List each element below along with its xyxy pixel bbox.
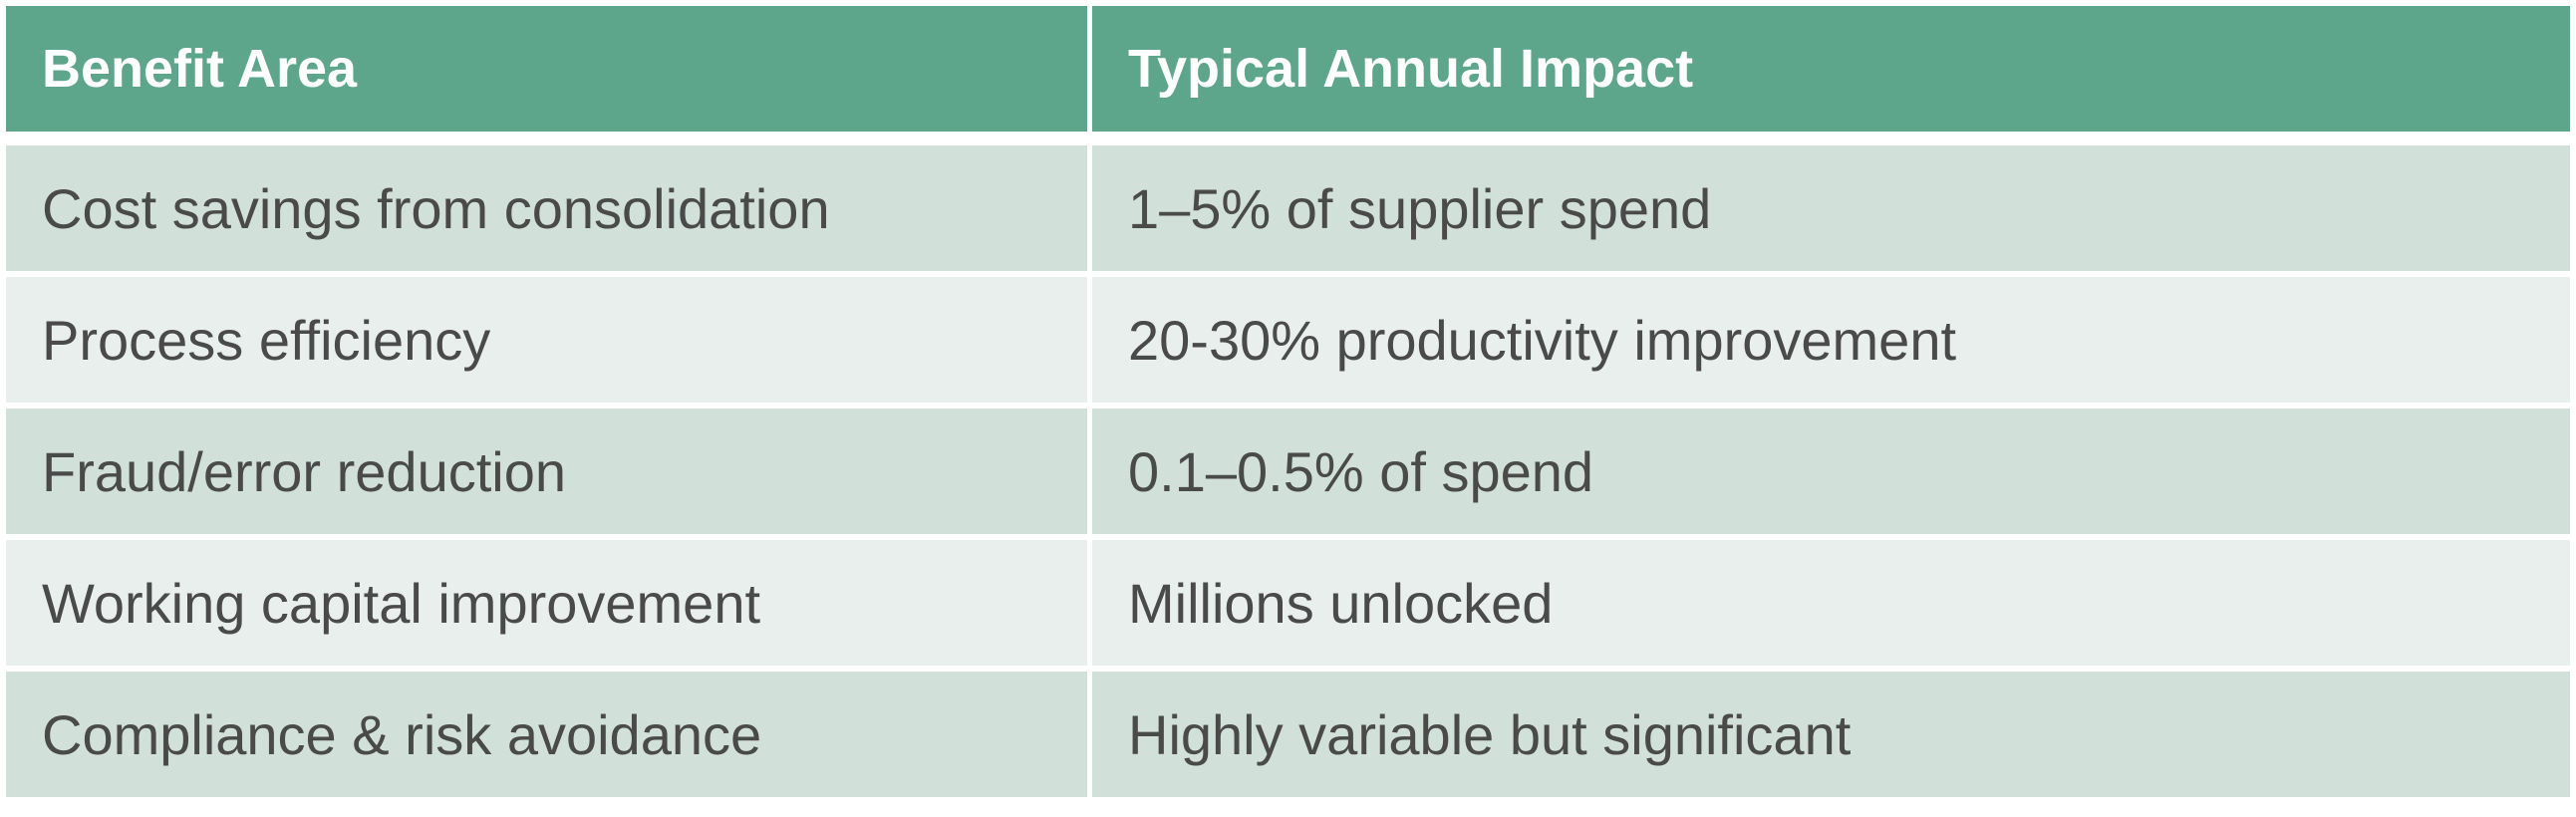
benefit-area-cell: Process efficiency (6, 277, 1087, 403)
benefit-area-cell: Compliance & risk avoidance (6, 672, 1087, 797)
annual-impact-cell: Millions unlocked (1092, 540, 2570, 666)
annual-impact-cell: 0.1–0.5% of spend (1092, 408, 2570, 534)
header-typical-annual-impact: Typical Annual Impact (1092, 6, 2570, 132)
benefit-area-cell: Cost savings from consolidation (6, 145, 1087, 271)
header-benefit-area: Benefit Area (6, 6, 1087, 132)
benefit-area-cell: Fraud/error reduction (6, 408, 1087, 534)
annual-impact-cell: Highly variable but significant (1092, 672, 2570, 797)
annual-impact-cell: 20-30% productivity improvement (1092, 277, 2570, 403)
benefit-area-cell: Working capital improvement (6, 540, 1087, 666)
table-header-row: Benefit Area Typical Annual Impact (0, 6, 2576, 132)
annual-impact-cell: 1–5% of supplier spend (1092, 145, 2570, 271)
